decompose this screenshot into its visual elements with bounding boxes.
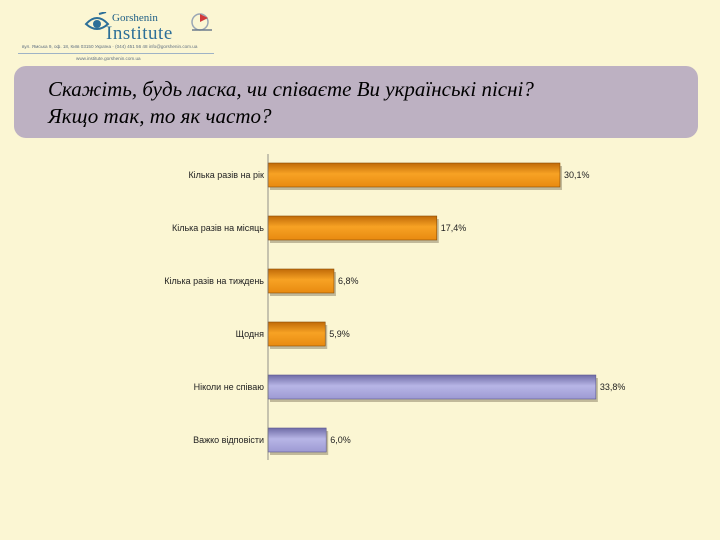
category-label: Кілька разів на тиждень: [164, 276, 264, 286]
address-line: вул. Ямська 9, оф. 18, Київ 03150 Україн…: [22, 44, 198, 49]
bar: [267, 374, 597, 400]
title-line-1: Скажіть, будь ласка, чи співаєте Ви укра…: [48, 77, 534, 101]
value-label: 5,9%: [329, 329, 350, 339]
category-label: Кілька разів на рік: [188, 170, 264, 180]
logo-name: Gorshenin: [112, 12, 158, 24]
gorshenin-logo[interactable]: Gorshenin Institute: [84, 10, 174, 46]
bar: [267, 427, 327, 453]
value-label: 6,8%: [338, 276, 359, 286]
bar: [267, 268, 335, 294]
value-label: 33,8%: [600, 382, 626, 392]
bar: [267, 215, 438, 241]
website-line: www.institute.gorshenin.com.ua: [76, 56, 141, 61]
category-label: Ніколи не співаю: [194, 382, 265, 392]
logo-institute: Institute: [106, 23, 173, 44]
header-divider: [18, 53, 214, 54]
category-label: Кілька разів на місяць: [172, 223, 264, 233]
question-title-box: Скажіть, будь ласка, чи співаєте Ви укра…: [14, 66, 698, 138]
value-label: 17,4%: [441, 223, 467, 233]
bar-chart: Кілька разів на рік 30,1% Кілька разів на …: [164, 154, 626, 460]
value-label: 6,0%: [330, 435, 351, 445]
title-line-2: Якщо так, то як часто?: [48, 104, 272, 128]
header: Gorshenin Institute вул. Ямська 9, оф. 1…: [0, 0, 720, 66]
value-label: 30,1%: [564, 170, 590, 180]
bar: [267, 162, 561, 188]
bar: [267, 321, 326, 347]
partner-logo-icon: [191, 13, 212, 31]
category-label: Щодня: [236, 329, 264, 339]
eye-icon: [84, 12, 110, 30]
category-label: Важко відповісти: [193, 435, 264, 445]
page-title: Скажіть, будь ласка, чи співаєте Ви укра…: [48, 76, 688, 130]
